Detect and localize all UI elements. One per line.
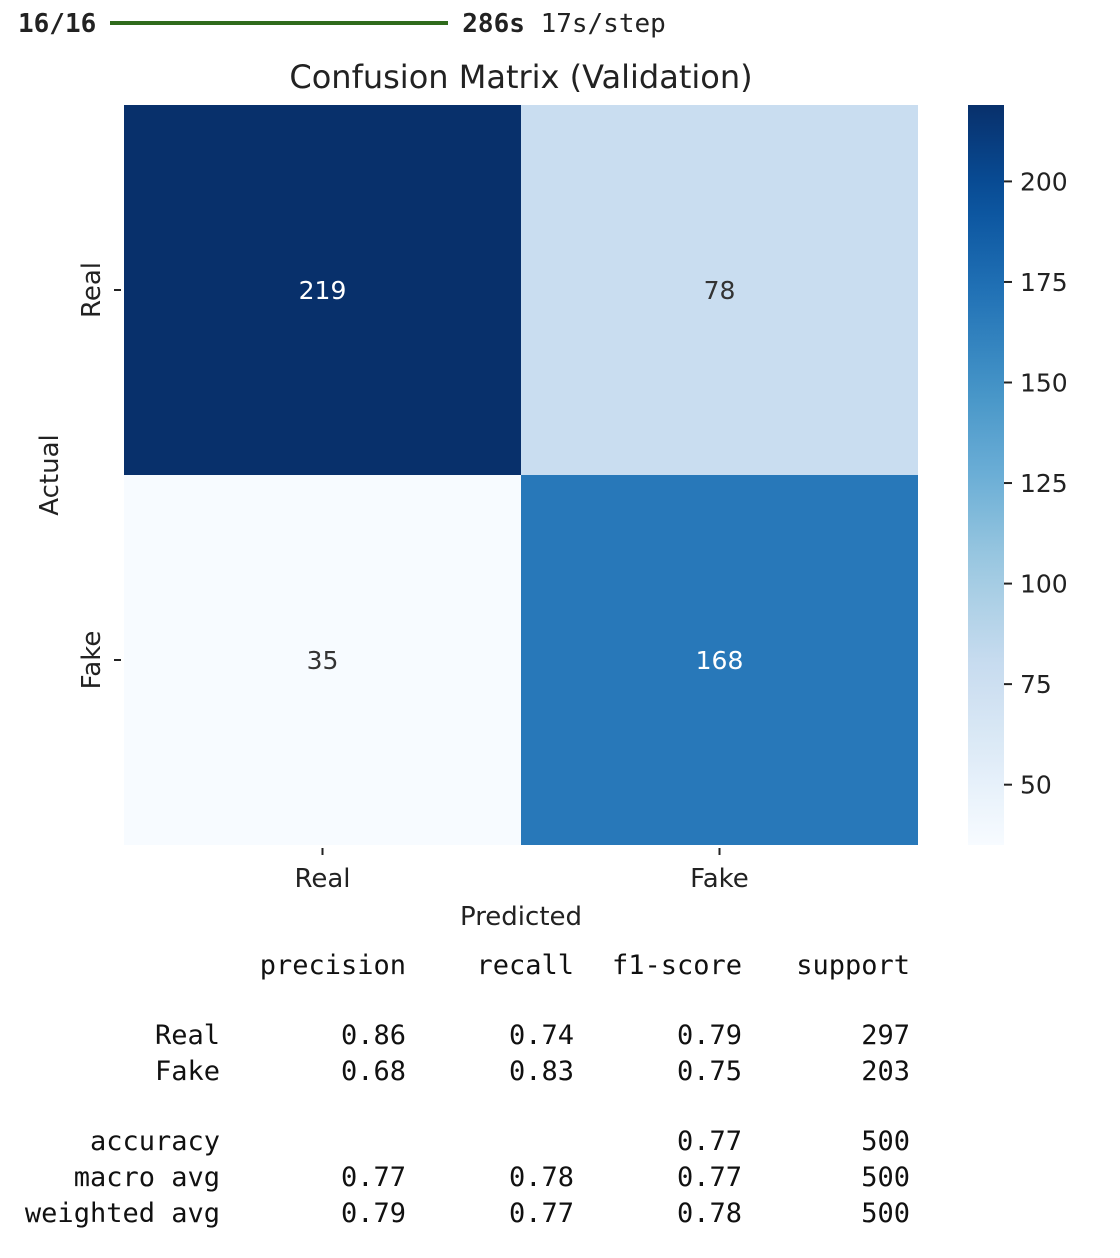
- report-spacer: [0, 984, 910, 1018]
- y-tick-label: Fake: [77, 631, 107, 690]
- cell-value-label: 168: [696, 646, 744, 675]
- report-cell: 0.77: [676, 1162, 742, 1193]
- report-cell: 297: [861, 1020, 910, 1051]
- report-cell: 0.86: [340, 1020, 406, 1051]
- colorbar: [968, 105, 1004, 845]
- heatmap-cell: [521, 105, 918, 475]
- report-cell: [220, 1090, 406, 1124]
- report-cell: 0.78: [676, 1198, 742, 1229]
- report-cell: 500: [861, 1126, 910, 1157]
- report-cell: [574, 1090, 742, 1124]
- report-cell: 500: [861, 1162, 910, 1193]
- classification-report: precision recall f1-score support Real 0.86 0.…: [0, 948, 910, 1232]
- colorbar-tick-label: 175: [1020, 268, 1068, 297]
- report-cell: [220, 984, 406, 1018]
- progress-bar: [110, 20, 449, 25]
- report-cell: [406, 1090, 574, 1124]
- colorbar-tick-label: 50: [1020, 771, 1052, 800]
- report-cell: [406, 984, 574, 1018]
- cell-value-label: 78: [704, 276, 736, 305]
- confusion-matrix-chart: Confusion Matrix (Validation) 219 78 35 168 R…: [35, 58, 1068, 932]
- report-summary-row: macro avg 0.77 0.78 0.77 500: [0, 1160, 910, 1196]
- colorbar-tick-label: 200: [1020, 167, 1068, 196]
- progress-elapsed: 286s: [462, 9, 525, 39]
- progress-steps: 16/16: [18, 9, 97, 39]
- report-cell: f1-score: [611, 950, 742, 981]
- y-axis-label: Actual: [35, 434, 65, 515]
- report-cell: precision: [259, 950, 406, 981]
- report-cell: 203: [861, 1056, 910, 1087]
- y-tick-label: Real: [77, 262, 107, 318]
- x-tick-label: Real: [294, 864, 350, 894]
- report-cell: [742, 984, 910, 1018]
- report-cell: recall: [476, 950, 574, 981]
- x-axis-label: Predicted: [460, 902, 582, 932]
- cell-value-label: 35: [307, 646, 339, 675]
- colorbar-tick-label: 150: [1020, 369, 1068, 398]
- colorbar-tick-label: 75: [1020, 670, 1052, 699]
- report-summary-row: accuracy 0.77 500: [0, 1124, 910, 1160]
- report-cell: 0.77: [676, 1126, 742, 1157]
- report-cell: 0.79: [340, 1198, 406, 1229]
- report-cell: [0, 948, 220, 984]
- report-cell: [220, 1124, 406, 1160]
- report-row: Real 0.86 0.74 0.79 297: [0, 1018, 910, 1054]
- report-cell: [742, 1090, 910, 1124]
- progress-rate: 17s/step: [540, 9, 666, 39]
- report-cell: 0.75: [676, 1056, 742, 1087]
- report-cell: [574, 984, 742, 1018]
- report-cell: 0.68: [340, 1056, 406, 1087]
- report-cell: support: [796, 950, 910, 981]
- report-table: precision recall f1-score support Real 0.86 0.…: [0, 948, 910, 1232]
- report-cell: 0.77: [340, 1162, 406, 1193]
- colorbar-tick-label: 125: [1020, 469, 1068, 498]
- report-summary-row: weighted avg 0.79 0.77 0.78 500: [0, 1196, 910, 1232]
- chart-title: Confusion Matrix (Validation): [289, 58, 752, 96]
- colorbar-tick-label: 100: [1020, 570, 1068, 599]
- cell-value-label: 219: [299, 276, 347, 305]
- progress-line: 16/16 286s 17s/step: [18, 4, 666, 44]
- report-cell: [0, 984, 220, 1018]
- report-cell: Real: [154, 1020, 220, 1051]
- report-cell: accuracy: [89, 1126, 220, 1157]
- report-cell: Fake: [154, 1056, 220, 1087]
- report-cell: weighted avg: [24, 1198, 220, 1229]
- report-cell: [0, 1090, 220, 1124]
- x-tick-label: Fake: [690, 864, 749, 894]
- report-cell: 0.79: [676, 1020, 742, 1051]
- report-cell: 0.83: [508, 1056, 574, 1087]
- report-cell: 0.77: [508, 1198, 574, 1229]
- report-cell: 0.74: [508, 1020, 574, 1051]
- heatmap-cell: [124, 475, 521, 845]
- report-spacer: [0, 1090, 910, 1124]
- report-cell: macro avg: [73, 1162, 220, 1193]
- report-cell: 0.78: [508, 1162, 574, 1193]
- report-header-row: precision recall f1-score support: [0, 948, 910, 984]
- heatmap-cell: [124, 105, 521, 475]
- report-cell: 500: [861, 1198, 910, 1229]
- report-cell: [406, 1124, 574, 1160]
- report-row: Fake 0.68 0.83 0.75 203: [0, 1054, 910, 1090]
- heatmap-cell: [521, 475, 918, 845]
